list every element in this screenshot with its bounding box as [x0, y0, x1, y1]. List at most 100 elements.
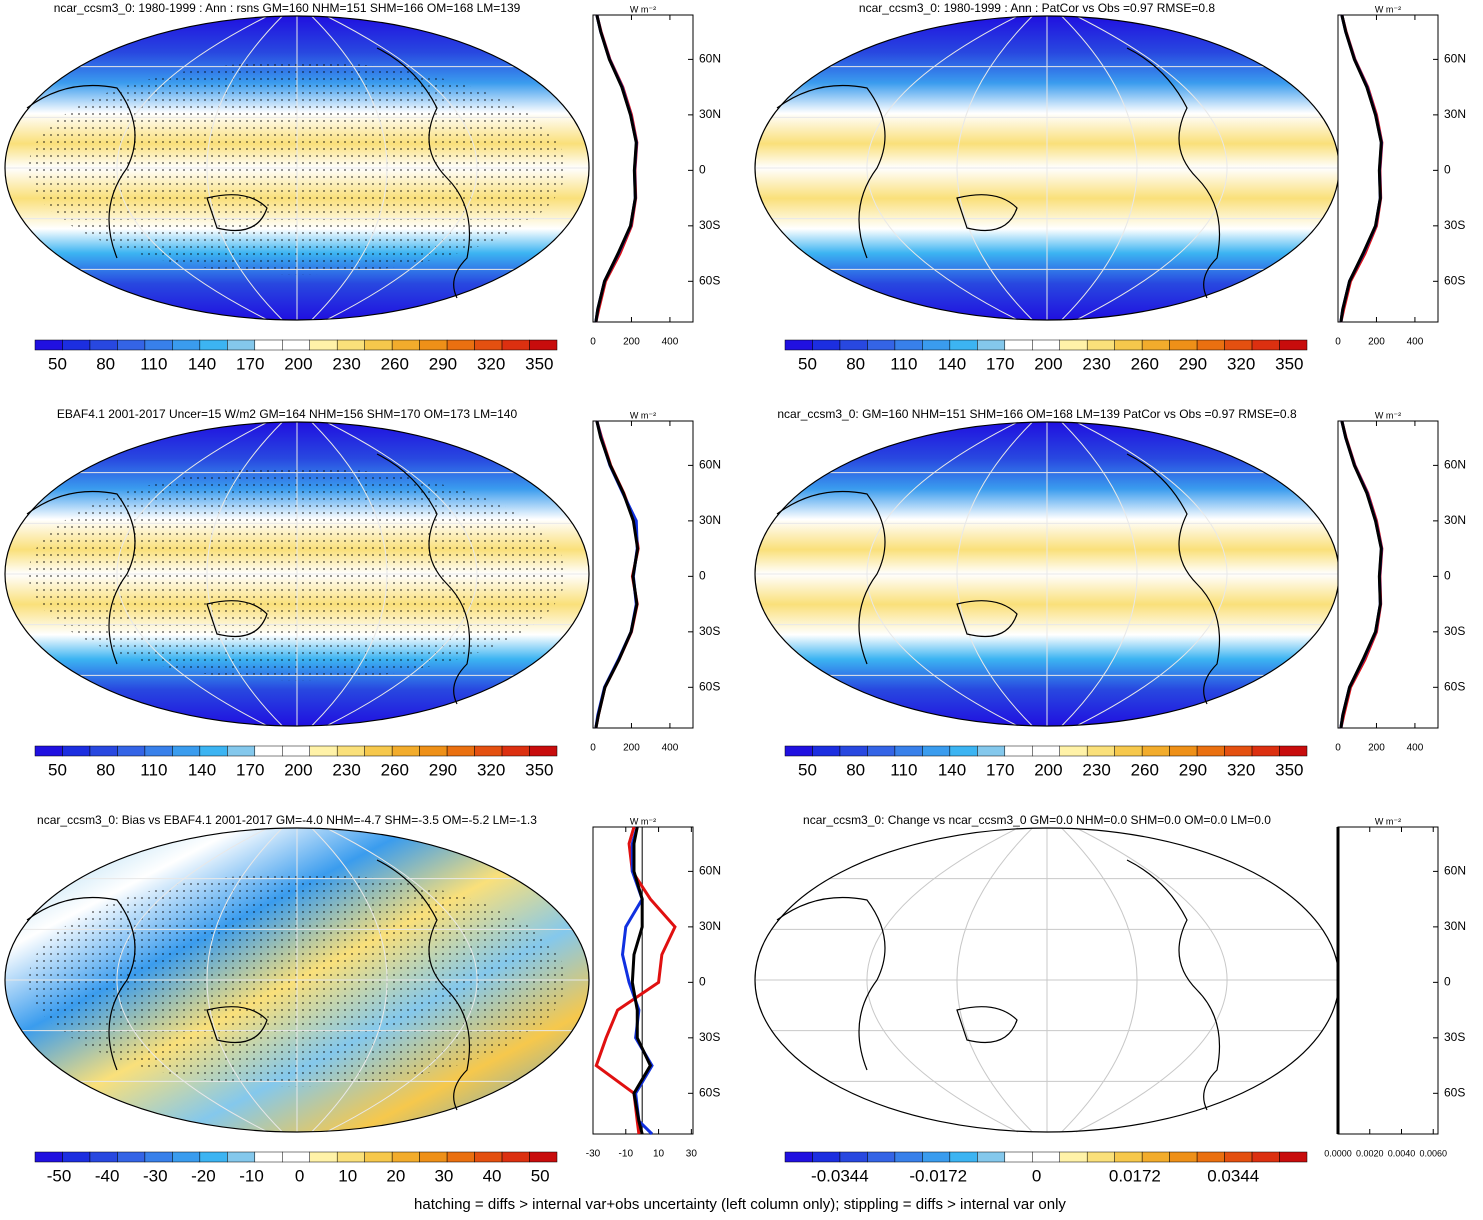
colorbar-box: [34, 745, 63, 757]
colorbar-box: [419, 339, 448, 351]
colorbar-box: [949, 1151, 978, 1163]
colorbar-box: [419, 1151, 448, 1163]
colorbar-box: [199, 1151, 228, 1163]
colorbar-box: [1086, 339, 1115, 351]
y-tick-label: 60N: [1444, 458, 1466, 472]
colorbar-label: 80: [846, 760, 865, 779]
panel-title: ncar_ccsm3_0: 1980-1999 : Ann : rsns GM=…: [54, 1, 521, 15]
graticule: [1075, 15, 1228, 321]
profile-line: [1339, 14, 1383, 323]
y-tick-label: 30N: [1444, 919, 1466, 933]
graticule: [325, 421, 478, 727]
panel-title: ncar_ccsm3_0: GM=160 NHM=151 SHM=166 OM=…: [777, 407, 1297, 421]
graticule: [1061, 421, 1138, 727]
graticule: [206, 15, 283, 321]
colorbar-label: -40: [95, 1166, 120, 1185]
colorbar-box: [89, 1151, 118, 1163]
colorbar-label: 80: [96, 354, 115, 373]
colorbar-label: 140: [188, 354, 216, 373]
colorbar-box: [282, 1151, 310, 1163]
colorbar-label: 350: [1275, 760, 1303, 779]
colorbar-box: [1224, 339, 1253, 351]
colorbar-label: 50: [798, 354, 817, 373]
caption: hatching = diffs > internal var+obs unce…: [414, 1196, 1066, 1213]
y-tick-label: 0: [699, 569, 706, 583]
colorbar-box: [1032, 339, 1060, 351]
colorbar-label: 0.0172: [1109, 1166, 1161, 1185]
profile-unit: W m⁻²: [630, 410, 656, 420]
y-tick-label: 60N: [699, 52, 721, 66]
colorbar-box: [446, 339, 475, 351]
colorbar-box: [199, 745, 228, 757]
colorbar-box: [62, 339, 91, 351]
colorbar-box: [501, 745, 530, 757]
x-tick-label: 0.0000: [1324, 1148, 1352, 1158]
x-tick-label: 200: [1368, 337, 1385, 348]
colorbar-box: [1059, 745, 1088, 757]
colorbar-box: [894, 1151, 923, 1163]
colorbar-box: [282, 339, 310, 351]
colorbar-label: 230: [1082, 354, 1110, 373]
colorbar-box: [62, 1151, 91, 1163]
colorbar-label: -50: [47, 1166, 72, 1185]
colorbar-box: [949, 745, 978, 757]
y-tick-label: 60S: [1444, 273, 1465, 287]
y-tick-label: 30S: [1444, 624, 1465, 638]
graticule: [311, 421, 388, 727]
x-tick-label: 10: [653, 1149, 665, 1160]
colorbar-box: [89, 339, 118, 351]
colorbar-box: [474, 1151, 503, 1163]
colorbar-box: [1004, 745, 1033, 757]
colorbar-box: [784, 745, 813, 757]
colorbar-label: 320: [1227, 760, 1255, 779]
x-tick-label: 0.0060: [1419, 1148, 1447, 1158]
colorbar-box: [172, 745, 201, 757]
y-tick-label: 60N: [699, 458, 721, 472]
colorbar-label: 260: [381, 760, 409, 779]
colorbar-box: [1169, 745, 1198, 757]
colorbar-box: [34, 339, 63, 351]
graticule: [1075, 421, 1228, 727]
y-tick-label: 0: [699, 163, 706, 177]
colorbar-box: [336, 1151, 365, 1163]
y-tick-label: 30S: [699, 1030, 720, 1044]
colorbar-label: 200: [284, 760, 312, 779]
colorbar-box: [117, 745, 146, 757]
y-tick-label: 30S: [1444, 218, 1465, 232]
colorbar-box: [1086, 745, 1115, 757]
profile-frame: [592, 826, 694, 1135]
colorbar-label: 320: [1227, 354, 1255, 373]
graticule: [956, 421, 1033, 727]
x-tick-label: 0.0020: [1356, 1148, 1384, 1158]
colorbar-box: [1086, 1151, 1115, 1163]
colorbar-box: [446, 745, 475, 757]
profile-unit: W m⁻²: [630, 4, 656, 14]
colorbar-label: 170: [986, 354, 1014, 373]
colorbar-box: [1141, 745, 1170, 757]
graticule: [311, 827, 388, 1133]
colorbar-box: [977, 339, 1006, 351]
y-tick-label: 30N: [1444, 513, 1466, 527]
colorbar-box: [336, 745, 365, 757]
colorbar-box: [364, 1151, 393, 1163]
colorbar-box: [1196, 745, 1225, 757]
colorbar-box: [474, 745, 503, 757]
colorbar-box: [784, 339, 813, 351]
graticule: [325, 827, 478, 1133]
y-tick-label: 60N: [699, 864, 721, 878]
colorbar-label: 170: [236, 760, 264, 779]
coastline: [776, 859, 1220, 1111]
colorbar-box: [309, 1151, 338, 1163]
colorbar-box: [1059, 339, 1088, 351]
map-border: [4, 421, 590, 727]
graticule: [866, 421, 1019, 727]
colorbar-label: 50: [48, 760, 67, 779]
colorbar-label: 260: [1131, 760, 1159, 779]
colorbar-box: [309, 745, 338, 757]
colorbar-box: [309, 339, 338, 351]
colorbar-label: 290: [1179, 760, 1207, 779]
colorbar-box: [1141, 339, 1170, 351]
colorbar-box: [1059, 1151, 1088, 1163]
colorbar-box: [1004, 1151, 1033, 1163]
